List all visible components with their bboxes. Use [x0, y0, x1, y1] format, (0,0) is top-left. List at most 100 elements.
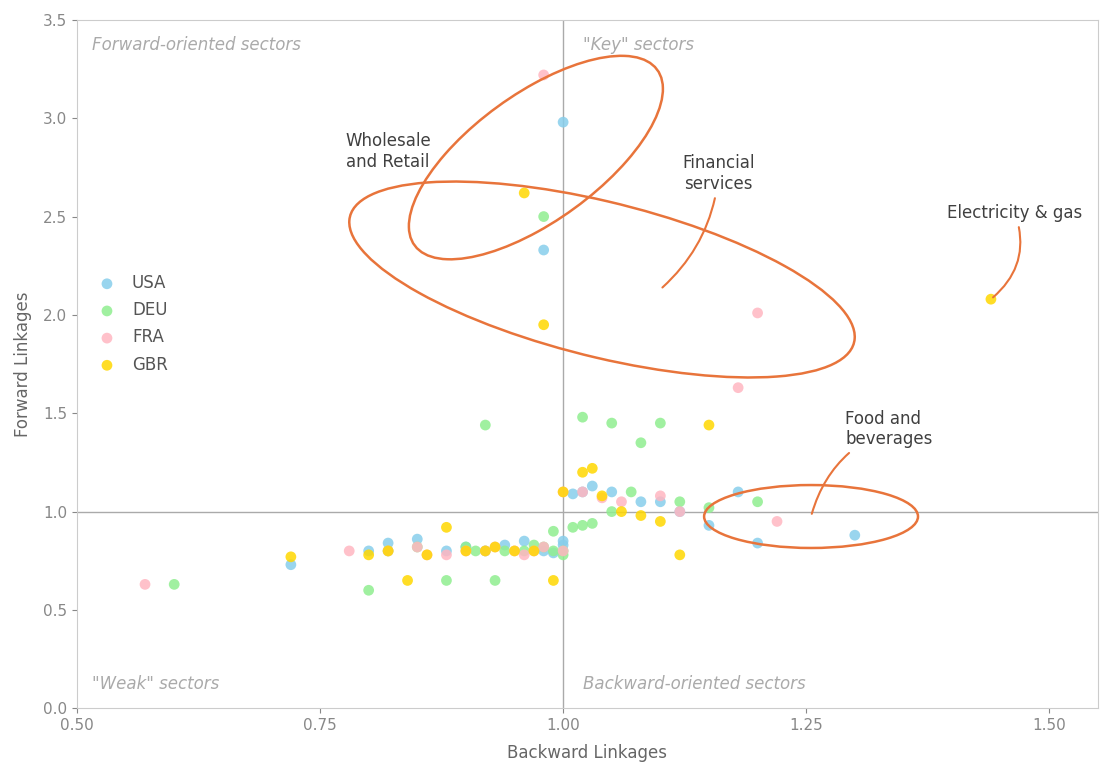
DEU: [515, 545, 533, 557]
Text: Electricity & gas: Electricity & gas: [947, 203, 1082, 297]
DEU: [554, 549, 572, 561]
FRA: [340, 545, 358, 557]
DEU: [671, 496, 689, 508]
FRA: [593, 492, 611, 504]
USA: [545, 546, 563, 559]
USA: [730, 486, 747, 498]
FRA: [535, 69, 553, 81]
DEU: [359, 584, 377, 597]
Text: "Weak" sectors: "Weak" sectors: [92, 674, 219, 692]
FRA: [379, 545, 397, 557]
USA: [700, 519, 718, 532]
GBR: [671, 549, 689, 561]
Text: Food and
beverages: Food and beverages: [811, 410, 932, 514]
DEU: [632, 437, 650, 449]
DEU: [477, 419, 495, 431]
GBR: [282, 551, 300, 563]
GBR: [545, 574, 563, 587]
X-axis label: Backward Linkages: Backward Linkages: [507, 744, 667, 762]
GBR: [700, 419, 718, 431]
USA: [671, 505, 689, 518]
GBR: [457, 545, 474, 557]
FRA: [515, 549, 533, 561]
GBR: [419, 549, 436, 561]
USA: [496, 539, 514, 551]
USA: [564, 487, 582, 500]
DEU: [622, 486, 640, 498]
USA: [535, 545, 553, 557]
USA: [379, 537, 397, 549]
GBR: [612, 505, 630, 518]
USA: [408, 533, 426, 546]
FRA: [486, 541, 504, 553]
DEU: [700, 501, 718, 514]
USA: [554, 539, 572, 551]
DEU: [603, 505, 621, 518]
GBR: [515, 187, 533, 199]
FRA: [535, 541, 553, 553]
FRA: [554, 486, 572, 498]
Text: Backward-oriented sectors: Backward-oriented sectors: [583, 674, 806, 692]
FRA: [749, 307, 767, 319]
GBR: [632, 509, 650, 521]
FRA: [438, 549, 455, 561]
USA: [603, 486, 621, 498]
FRA: [477, 545, 495, 557]
FRA: [671, 505, 689, 518]
FRA: [554, 545, 572, 557]
USA: [282, 559, 300, 571]
DEU: [564, 521, 582, 534]
DEU: [554, 545, 572, 557]
FRA: [574, 486, 592, 498]
DEU: [545, 525, 563, 538]
FRA: [525, 545, 543, 557]
DEU: [583, 517, 601, 529]
USA: [846, 529, 864, 542]
GBR: [574, 466, 592, 479]
GBR: [651, 515, 669, 528]
GBR: [554, 486, 572, 498]
DEU: [574, 519, 592, 532]
DEU: [574, 411, 592, 424]
FRA: [457, 545, 474, 557]
FRA: [506, 545, 524, 557]
FRA: [651, 490, 669, 502]
DEU: [408, 541, 426, 553]
FRA: [612, 496, 630, 508]
DEU: [496, 545, 514, 557]
Legend: USA, DEU, FRA, GBR: USA, DEU, FRA, GBR: [85, 269, 172, 379]
DEU: [545, 545, 563, 557]
USA: [632, 496, 650, 508]
FRA: [408, 541, 426, 553]
Y-axis label: Forward Linkages: Forward Linkages: [13, 291, 31, 437]
USA: [554, 535, 572, 547]
USA: [583, 480, 601, 492]
DEU: [457, 541, 474, 553]
DEU: [438, 574, 455, 587]
DEU: [651, 417, 669, 429]
FRA: [419, 549, 436, 561]
USA: [457, 541, 474, 553]
GBR: [398, 574, 416, 587]
GBR: [593, 490, 611, 502]
DEU: [166, 578, 184, 591]
Text: Forward-oriented sectors: Forward-oriented sectors: [92, 36, 300, 54]
USA: [477, 545, 495, 557]
DEU: [535, 210, 553, 223]
FRA: [137, 578, 154, 591]
GBR: [982, 293, 1000, 306]
Text: Financial
services: Financial services: [662, 154, 755, 287]
DEU: [525, 539, 543, 551]
USA: [651, 496, 669, 508]
GBR: [379, 545, 397, 557]
DEU: [535, 541, 553, 553]
DEU: [603, 417, 621, 429]
GBR: [535, 318, 553, 331]
GBR: [486, 541, 504, 553]
DEU: [486, 574, 504, 587]
GBR: [506, 545, 524, 557]
USA: [574, 486, 592, 498]
USA: [749, 537, 767, 549]
USA: [535, 244, 553, 256]
DEU: [379, 545, 397, 557]
